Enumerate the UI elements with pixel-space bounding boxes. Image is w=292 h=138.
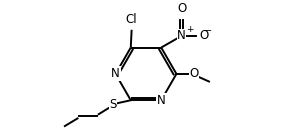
Text: O: O [177,2,186,15]
Text: S: S [109,98,117,111]
Text: Cl: Cl [126,13,138,26]
Text: O: O [190,67,199,80]
Text: −: − [204,26,212,36]
Text: +: + [186,25,193,34]
Text: O: O [199,29,208,42]
Text: N: N [177,29,186,42]
Text: N: N [111,67,120,80]
Text: N: N [157,94,166,107]
